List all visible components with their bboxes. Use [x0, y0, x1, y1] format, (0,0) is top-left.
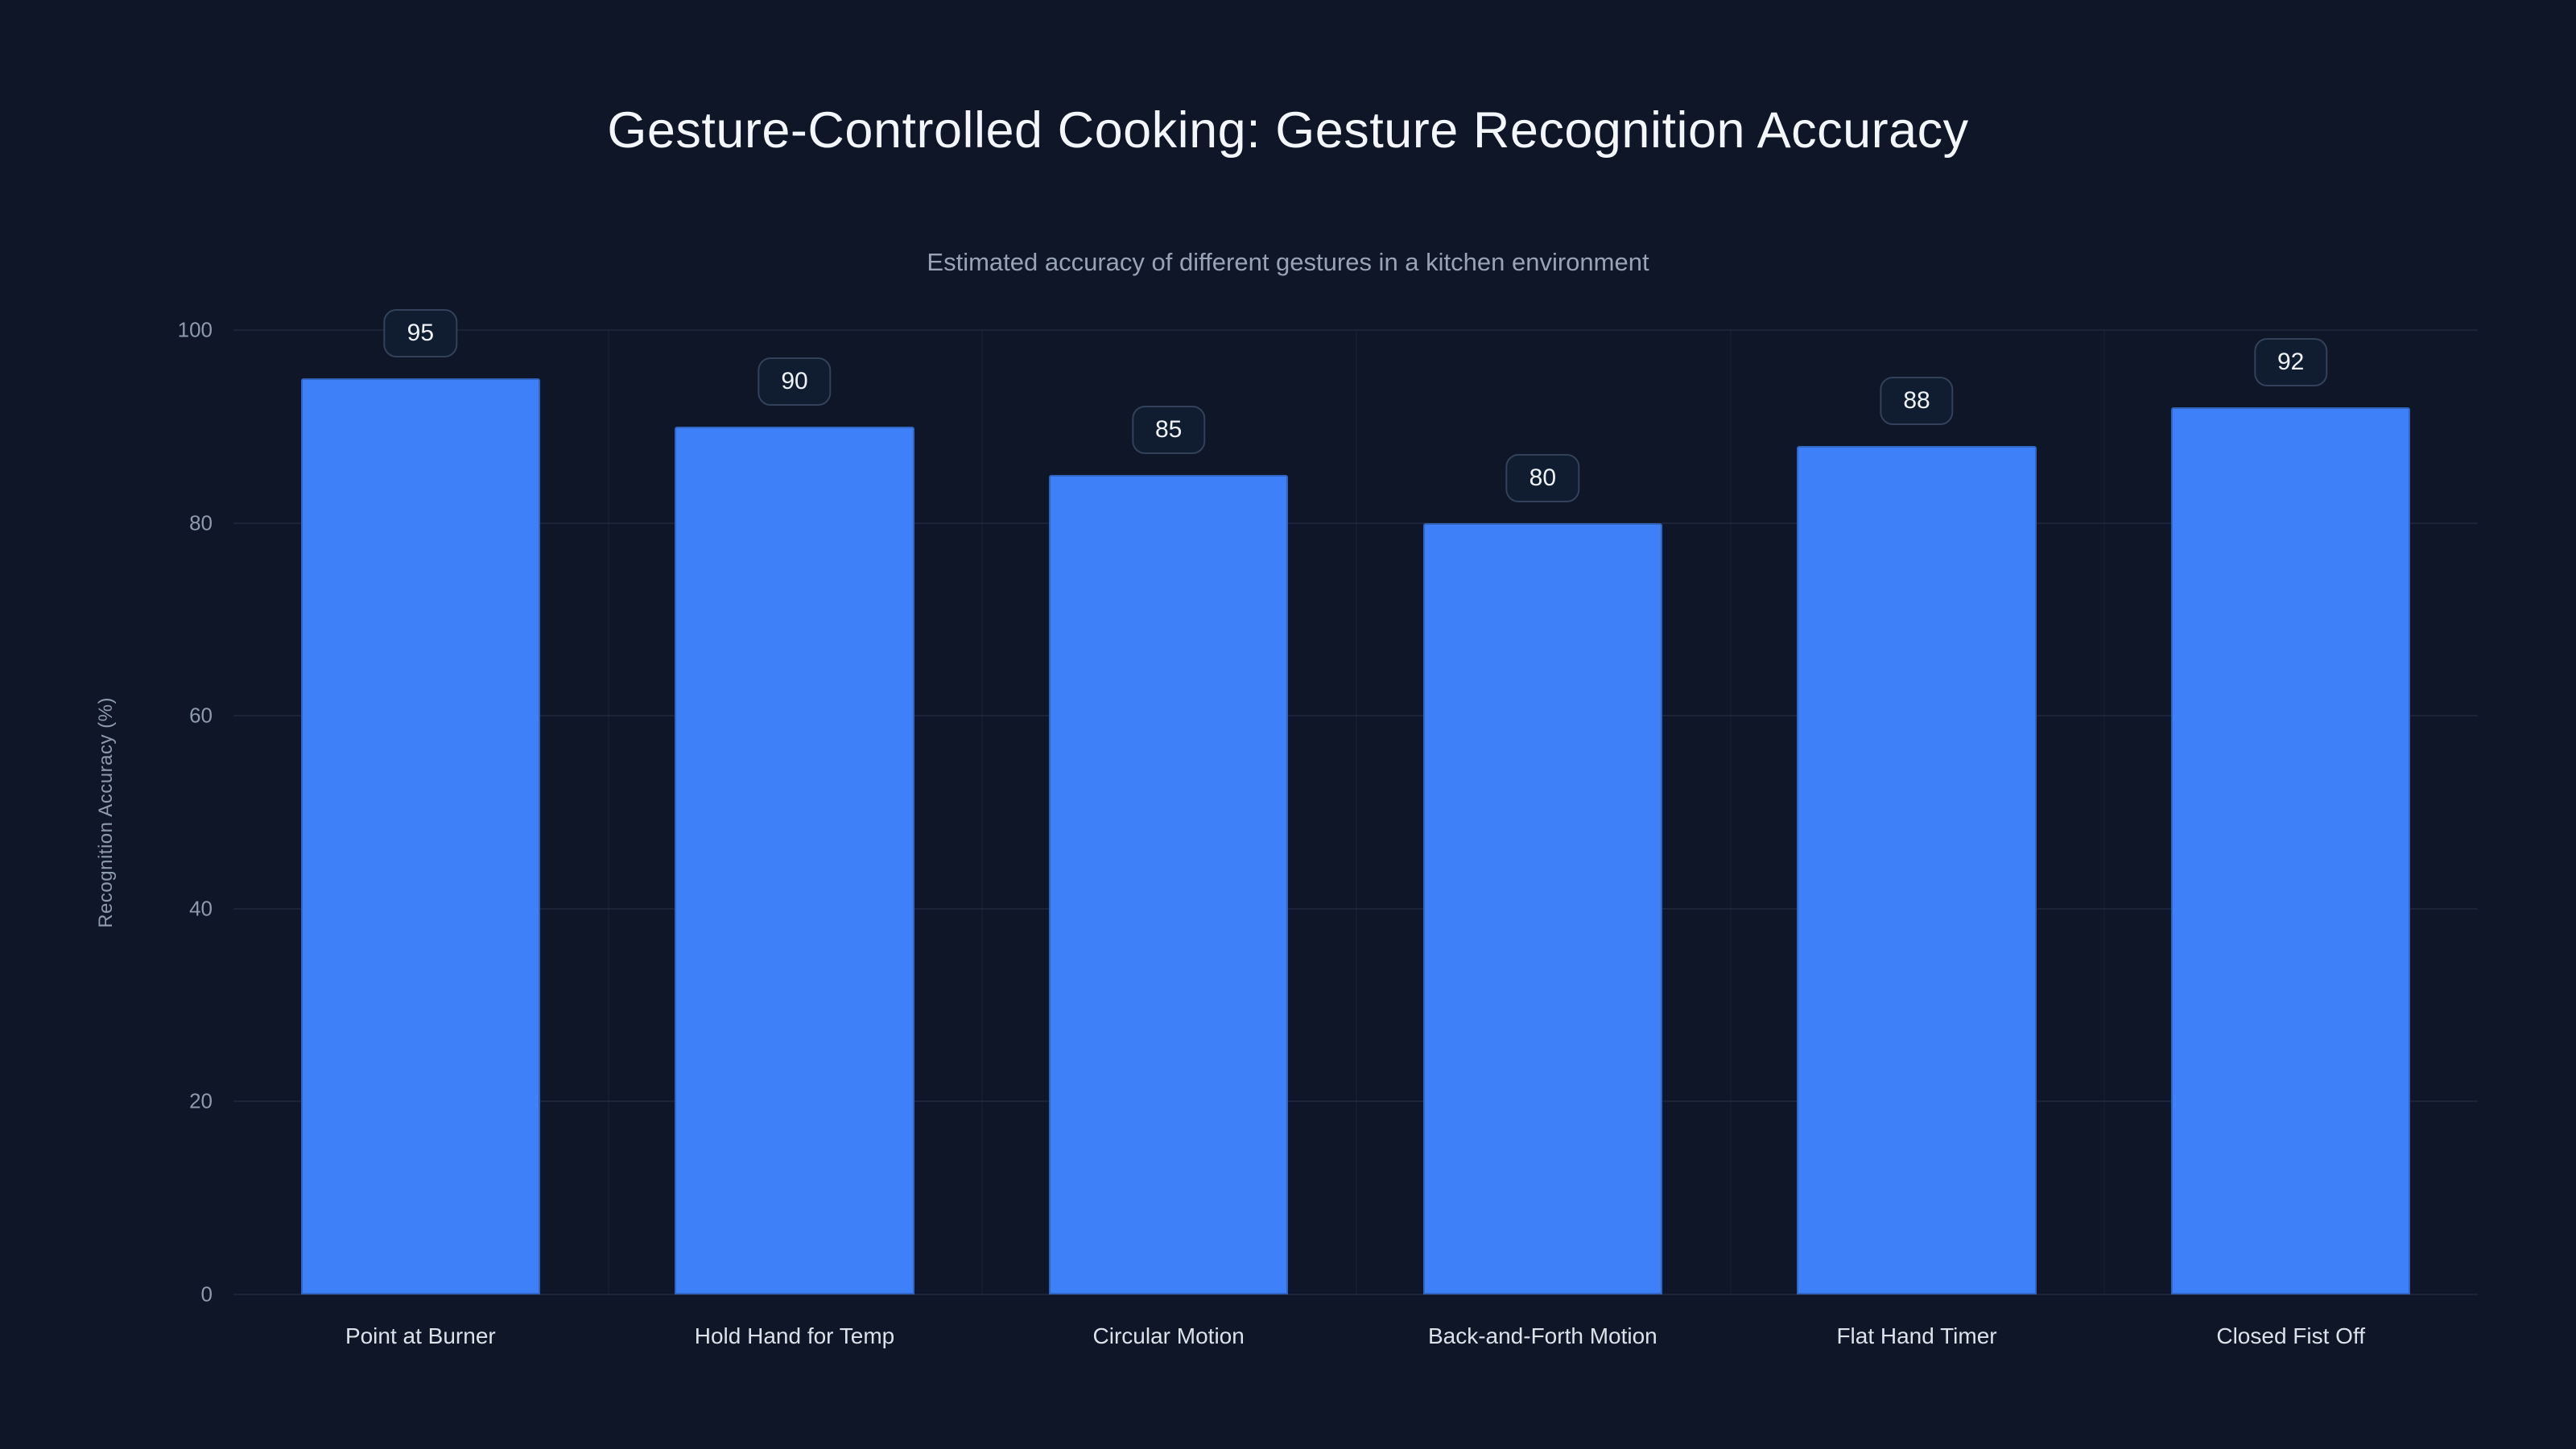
gridline — [233, 715, 2478, 717]
gridline — [233, 1100, 2478, 1103]
plot-area: 0 20 40 60 80 100 95 Point at Burner 90 Hold Hand… — [178, 308, 2478, 1348]
x-axis-category-label: Flat Hand Timer — [1836, 1323, 1997, 1348]
x-axis-category-label: Point at Burner — [345, 1323, 496, 1348]
bar-slot: 80 Back-and-Forth Motion — [1356, 330, 1730, 1348]
vertical-gridline — [607, 330, 609, 1294]
value-badge: 92 — [2254, 337, 2328, 386]
value-badge: 80 — [1505, 453, 1580, 502]
y-tick-label: 100 — [177, 317, 213, 342]
vertical-gridline — [2103, 330, 2106, 1294]
gridline — [233, 1294, 2478, 1295]
bar-slot: 88 Flat Hand Timer — [1730, 330, 2104, 1348]
gridline — [233, 907, 2478, 910]
y-tick-label: 40 — [189, 896, 213, 921]
bars-container: 95 Point at Burner 90 Hold Hand for Temp 85 C… — [233, 308, 2478, 1348]
bar — [675, 426, 914, 1294]
value-badge: 88 — [1880, 376, 1954, 425]
gridline — [233, 522, 2478, 524]
y-tick-label: 20 — [189, 1088, 213, 1113]
x-axis-category-label: Back-and-Forth Motion — [1427, 1323, 1657, 1348]
vertical-gridline — [1729, 330, 1732, 1294]
bar-slot: 95 Point at Burner — [233, 308, 608, 1348]
bar — [1422, 522, 1663, 1294]
chart-subtitle: Estimated accuracy of different gestures… — [927, 248, 1649, 276]
bar — [1048, 474, 1289, 1294]
y-tick-label: 80 — [189, 510, 213, 535]
value-badge: 95 — [383, 308, 458, 357]
vertical-gridline — [981, 330, 984, 1294]
x-axis-category-label: Closed Fist Off — [2216, 1323, 2366, 1348]
value-badge: 85 — [1131, 405, 1206, 454]
x-axis-category-label: Hold Hand for Temp — [694, 1323, 895, 1348]
value-badge: 90 — [758, 357, 832, 406]
y-axis-title: Recognition Accuracy (%) — [87, 330, 126, 1294]
y-tick-label: 0 — [200, 1282, 213, 1307]
bar — [1797, 445, 2037, 1294]
gridline — [233, 329, 2478, 331]
vertical-gridline — [1356, 330, 1357, 1294]
chart-title: Gesture-Controlled Cooking: Gesture Reco… — [607, 102, 1969, 159]
bar-slot: 90 Hold Hand for Temp — [608, 330, 982, 1348]
y-tick-label: 60 — [189, 703, 213, 728]
bar-slot: 92 Closed Fist Off — [2103, 330, 2478, 1348]
bar — [300, 378, 541, 1294]
bar-slot: 85 Circular Motion — [981, 330, 1356, 1348]
y-axis-title-text: Recognition Accuracy (%) — [95, 696, 117, 928]
x-axis-category-label: Circular Motion — [1092, 1323, 1245, 1348]
bar — [2171, 407, 2411, 1294]
